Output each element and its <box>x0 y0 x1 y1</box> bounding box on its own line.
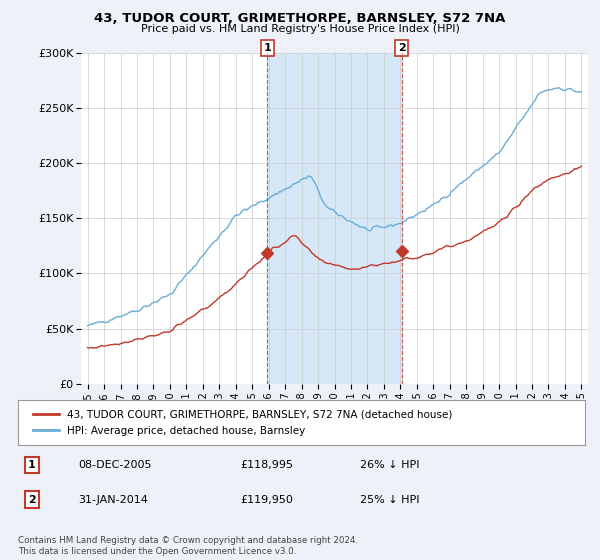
Text: 08-DEC-2005: 08-DEC-2005 <box>78 460 151 470</box>
Text: 26% ↓ HPI: 26% ↓ HPI <box>360 460 419 470</box>
Bar <box>268 53 401 384</box>
Text: 1: 1 <box>263 43 271 53</box>
Text: 43, TUDOR COURT, GRIMETHORPE, BARNSLEY, S72 7NA: 43, TUDOR COURT, GRIMETHORPE, BARNSLEY, … <box>94 12 506 25</box>
Text: 2: 2 <box>28 494 35 505</box>
Text: Contains HM Land Registry data © Crown copyright and database right 2024.
This d: Contains HM Land Registry data © Crown c… <box>18 536 358 556</box>
Text: Price paid vs. HM Land Registry's House Price Index (HPI): Price paid vs. HM Land Registry's House … <box>140 24 460 34</box>
Text: £119,950: £119,950 <box>240 494 293 505</box>
Text: 31-JAN-2014: 31-JAN-2014 <box>78 494 148 505</box>
Legend: 43, TUDOR COURT, GRIMETHORPE, BARNSLEY, S72 7NA (detached house), HPI: Average p: 43, TUDOR COURT, GRIMETHORPE, BARNSLEY, … <box>29 405 457 440</box>
Text: 2: 2 <box>398 43 406 53</box>
Text: 25% ↓ HPI: 25% ↓ HPI <box>360 494 419 505</box>
Text: 1: 1 <box>28 460 35 470</box>
Text: £118,995: £118,995 <box>240 460 293 470</box>
